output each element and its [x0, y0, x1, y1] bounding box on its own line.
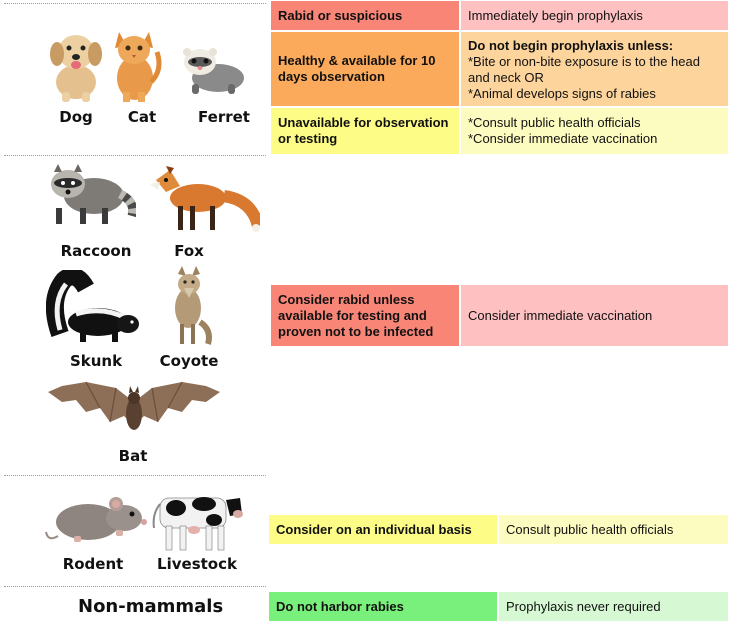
action-line: *Consult public health officials: [468, 115, 641, 130]
action-line: *Animal develops signs of rabies: [468, 86, 656, 101]
separator-domestic: [4, 155, 266, 156]
dog-image: [44, 24, 108, 102]
animal-label-fox: Fox: [174, 242, 204, 260]
separator-other: [4, 586, 266, 587]
action-consult-public-health: Consult public health officials: [498, 514, 729, 545]
animal-label-dog: Dog: [59, 108, 93, 126]
condition-consider-rabid: Consider rabid unless available for test…: [270, 284, 460, 347]
condition-rabid-or-suspicious: Rabid or suspicious: [270, 0, 460, 31]
animal-label-rodent: Rodent: [62, 555, 124, 573]
action-line: *Consider immediate vaccination: [468, 131, 658, 146]
action-line: *Bite or non-bite exposure is to the hea…: [468, 54, 700, 85]
cat-image: [105, 22, 163, 102]
animal-label-coyote: Coyote: [159, 352, 219, 370]
ferret-image: [178, 36, 248, 98]
coyote-image: [160, 264, 216, 346]
condition-unavailable-for-observation: Unavailable for observation or testing: [270, 107, 460, 155]
animal-label-ferret: Ferret: [198, 108, 250, 126]
livestock-image: [148, 484, 244, 554]
separator-top: [4, 3, 266, 4]
animal-label-skunk: Skunk: [69, 352, 123, 370]
animal-label-raccoon: Raccoon: [60, 242, 132, 260]
non-mammals-label: Non-mammals: [78, 596, 224, 617]
action-immediately-begin-prophylaxis: Immediately begin prophylaxis: [460, 0, 729, 31]
action-heading: Do not begin prophylaxis unless:: [468, 38, 674, 53]
action-consult-or-vaccinate: *Consult public health officials *Consid…: [460, 107, 729, 155]
separator-wild: [4, 475, 266, 476]
rodent-image: [44, 488, 152, 546]
skunk-image: [46, 270, 142, 346]
action-do-not-begin-prophylaxis: Do not begin prophylaxis unless: *Bite o…: [460, 31, 729, 107]
condition-do-not-harbor-rabies: Do not harbor rabies: [268, 591, 498, 622]
animal-label-bat: Bat: [118, 447, 148, 465]
condition-healthy-available: Healthy & available for 10 days observat…: [270, 31, 460, 107]
bat-image: [46, 378, 222, 440]
animal-label-livestock: Livestock: [157, 555, 237, 573]
action-prophylaxis-never-required: Prophylaxis never required: [498, 591, 729, 622]
action-consider-immediate-vaccination: Consider immediate vaccination: [460, 284, 729, 347]
condition-individual-basis: Consider on an individual basis: [268, 514, 498, 545]
fox-image: [146, 160, 260, 234]
animal-label-cat: Cat: [127, 108, 157, 126]
raccoon-image: [36, 158, 136, 226]
